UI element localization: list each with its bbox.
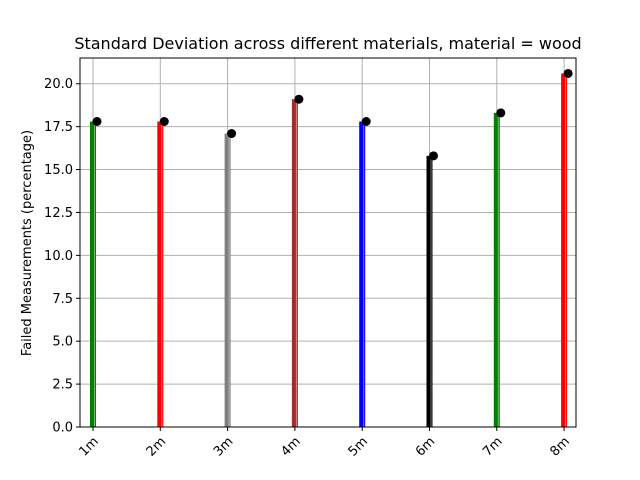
markers <box>92 68 573 161</box>
bars <box>90 73 568 428</box>
x-tick-label: 6m <box>413 434 438 459</box>
y-axis-label: Failed Measurements (percentage) <box>20 130 35 356</box>
y-tick-label: 17.5 <box>44 120 73 135</box>
x-axis-ticks: 1m 2m 3m 4m 5m 6m 7m 8m <box>76 427 573 460</box>
bar-4m <box>291 99 298 427</box>
marker-5m <box>361 117 371 127</box>
bar-8m <box>561 73 568 428</box>
bar-7m <box>493 112 500 427</box>
chart-title: Standard Deviation across different mate… <box>74 34 581 53</box>
bar-3m <box>224 133 231 427</box>
bar-6m <box>426 155 433 427</box>
marker-7m <box>496 108 506 118</box>
bar-2m <box>157 121 164 428</box>
y-tick-label: 15.0 <box>44 163 73 178</box>
marker-1m <box>92 117 102 127</box>
y-tick-label: 2.5 <box>52 378 73 393</box>
y-tick-label: 12.5 <box>44 206 73 221</box>
x-tick-label: 8m <box>548 434 573 459</box>
y-tick-label: 20.0 <box>44 77 73 92</box>
y-tick-label: 10.0 <box>44 249 73 264</box>
bar-1m <box>90 121 96 428</box>
y-axis-ticks: 0.0 2.5 5.0 7.5 10.0 12.5 15.0 17.5 20.0 <box>44 77 80 436</box>
x-tick-label: 4m <box>278 434 303 459</box>
x-tick-label: 3m <box>211 434 236 459</box>
marker-2m <box>159 117 169 127</box>
y-tick-label: 5.0 <box>52 335 73 350</box>
marker-3m <box>227 129 237 139</box>
marker-8m <box>563 68 573 78</box>
x-tick-label: 7m <box>480 434 505 459</box>
x-tick-label: 5m <box>346 434 371 459</box>
bar-5m <box>359 121 366 428</box>
marker-6m <box>429 151 438 161</box>
y-tick-label: 0.0 <box>52 421 73 436</box>
marker-4m <box>294 94 304 104</box>
plot-frame <box>79 57 577 428</box>
y-tick-label: 7.5 <box>52 292 73 307</box>
x-tick-label: 1m <box>76 434 101 459</box>
x-tick-label: 2m <box>144 434 169 459</box>
